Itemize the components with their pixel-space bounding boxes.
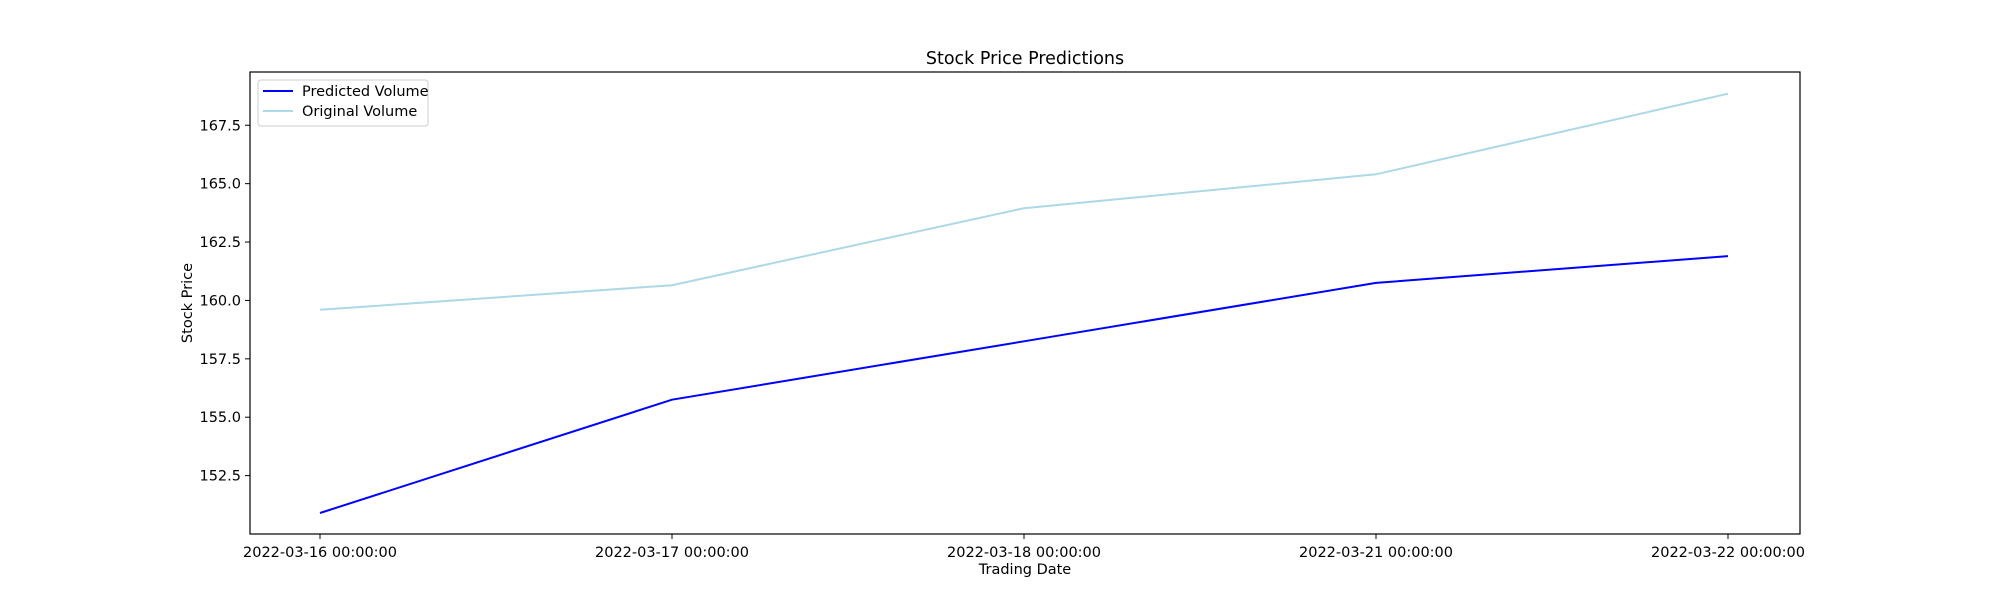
x-axis: 2022-03-16 00:00:00 2022-03-17 00:00:00 20… bbox=[243, 534, 1805, 561]
chart-title: Stock Price Predictions bbox=[926, 49, 1124, 69]
y-tick-label: 152.5 bbox=[199, 469, 241, 485]
y-tick-label: 157.5 bbox=[199, 352, 241, 368]
y-tick-label: 165.0 bbox=[199, 177, 241, 193]
x-axis-label: Trading Date bbox=[978, 562, 1072, 578]
x-tick-label: 2022-03-18 00:00:00 bbox=[947, 545, 1101, 561]
y-tick-label: 162.5 bbox=[199, 235, 241, 251]
series-line-0 bbox=[319, 255, 1729, 514]
y-tick-label: 155.0 bbox=[199, 410, 241, 426]
plot-frame bbox=[249, 71, 1801, 535]
x-tick-label: 2022-03-21 00:00:00 bbox=[1299, 545, 1453, 561]
y-tick-label: 167.5 bbox=[199, 118, 241, 134]
y-axis: 152.5 155.0 157.5 160.0 162.5 165.0 167.5 bbox=[199, 118, 250, 485]
legend-box bbox=[257, 79, 429, 127]
legend-label: Predicted Volume bbox=[302, 84, 429, 100]
plot-area bbox=[319, 92, 1729, 514]
x-tick-label: 2022-03-22 00:00:00 bbox=[1651, 545, 1805, 561]
x-tick-label: 2022-03-17 00:00:00 bbox=[595, 545, 749, 561]
series-line-1 bbox=[319, 92, 1729, 311]
legend: Predicted Volume Original Volume bbox=[257, 79, 429, 127]
y-tick-label: 160.0 bbox=[199, 293, 241, 309]
y-axis-label: Stock Price bbox=[180, 263, 196, 343]
x-tick-label: 2022-03-16 00:00:00 bbox=[243, 545, 397, 561]
legend-label: Original Volume bbox=[302, 104, 417, 120]
